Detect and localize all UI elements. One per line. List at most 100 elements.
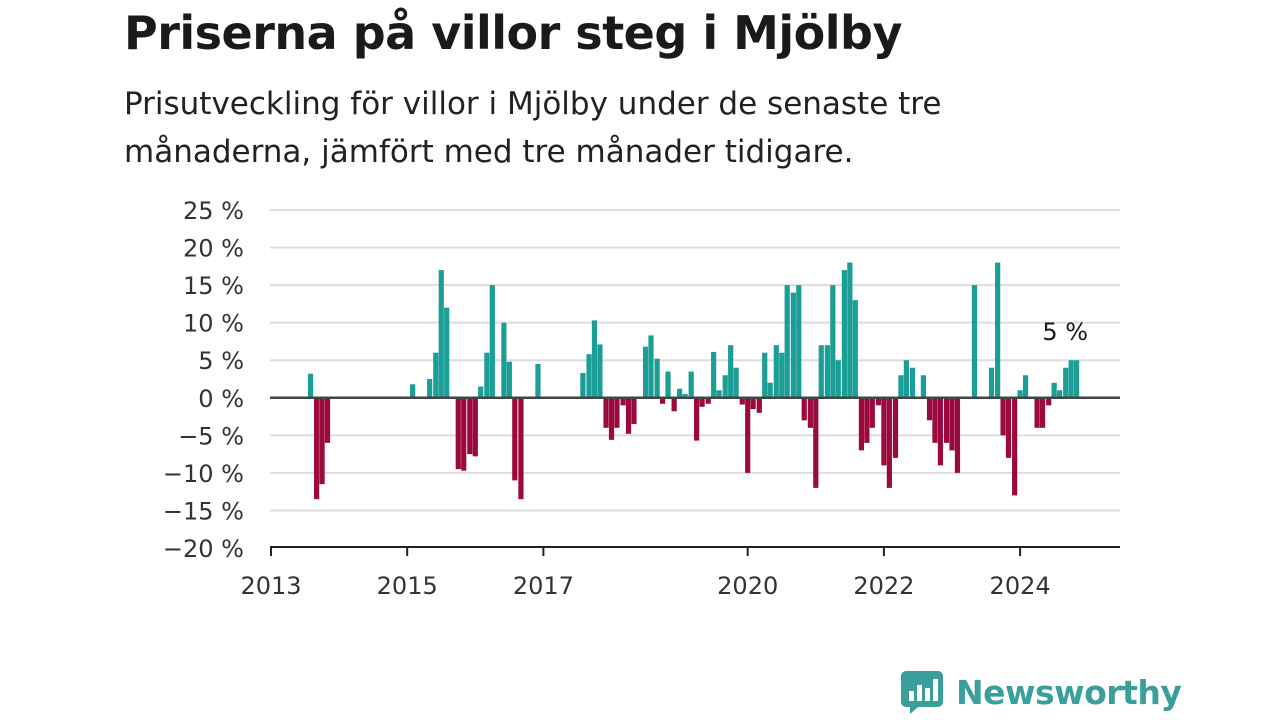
bar [824, 345, 830, 398]
bar [932, 397, 938, 443]
bar [597, 344, 603, 398]
chart-subtitle: Prisutveckling för villor i Mjölby under… [124, 86, 942, 170]
tick-labels: 25 % 20 % 15 % 10 % 5 % 0 % −5 % −10 % −15 % −20 … [163, 197, 1088, 600]
bar [773, 345, 779, 398]
bar [535, 363, 541, 398]
y-tick-label: 5 % [198, 347, 244, 375]
bar [427, 379, 433, 398]
bar [455, 397, 461, 470]
bar [711, 351, 717, 398]
bar [745, 397, 751, 473]
x-tick-label: 2020 [717, 572, 778, 600]
bar [886, 397, 892, 488]
bar [688, 371, 694, 398]
bar [314, 397, 320, 500]
bar [625, 397, 632, 434]
bar [501, 322, 507, 398]
y-tick-label: −10 % [163, 460, 244, 488]
bar [1068, 360, 1074, 398]
bar [705, 397, 711, 404]
bar [830, 285, 836, 398]
bar [869, 397, 875, 428]
bar [461, 397, 467, 471]
bar [818, 345, 824, 398]
bar [926, 397, 933, 421]
brand: Newsworthy [900, 668, 1182, 716]
bar [892, 397, 899, 458]
bar [620, 397, 626, 406]
bar [779, 352, 785, 398]
bar [677, 388, 683, 398]
bar [858, 397, 865, 451]
bar [767, 382, 773, 398]
bar [512, 397, 518, 481]
bar [722, 375, 728, 398]
y-tick-label: −15 % [163, 497, 244, 525]
bar [307, 373, 314, 398]
bar-chart-speech-bubble-icon [901, 671, 943, 714]
bar [728, 345, 734, 398]
bar [1005, 397, 1012, 458]
bar [954, 397, 961, 473]
y-tick-label: −20 % [163, 535, 244, 563]
bar [813, 397, 819, 488]
bar [796, 285, 802, 398]
bar [671, 397, 677, 412]
bar [875, 397, 882, 406]
bar [648, 335, 654, 398]
x-tick-label: 2022 [853, 572, 914, 600]
bar [864, 397, 870, 443]
x-tick-label: 2024 [990, 572, 1051, 600]
bar [642, 346, 649, 398]
bar [903, 360, 909, 398]
bar [920, 375, 926, 398]
annotation-label: 5 % [1042, 318, 1088, 346]
bar [1034, 397, 1040, 428]
bar [586, 354, 592, 398]
bar [324, 397, 331, 443]
bar [478, 386, 484, 398]
bar [943, 397, 950, 443]
x-tick-label: 2015 [377, 572, 438, 600]
bar [699, 397, 705, 407]
bar [631, 397, 637, 425]
bar [614, 397, 620, 428]
bar [739, 397, 745, 405]
y-tick-label: −5 % [178, 422, 244, 450]
bar [489, 285, 495, 398]
bar [835, 360, 841, 398]
bar [444, 307, 450, 398]
bar [750, 397, 756, 410]
bar [467, 397, 473, 455]
brand-name: Newsworthy [956, 672, 1182, 712]
bar [1022, 375, 1029, 398]
bar [733, 367, 739, 398]
bar [1063, 367, 1069, 398]
bar [682, 394, 688, 398]
bar [898, 375, 904, 398]
bar [937, 397, 944, 466]
bar [949, 397, 955, 451]
bar [659, 397, 666, 404]
bar [988, 367, 995, 398]
bar [852, 300, 858, 398]
bar [694, 397, 700, 441]
y-tick-label: 0 % [198, 385, 244, 413]
bar [580, 372, 586, 398]
bar [410, 384, 416, 398]
bar [591, 320, 598, 398]
bar [603, 397, 609, 428]
bar [1017, 390, 1023, 398]
axes [270, 396, 1120, 556]
bar [807, 397, 813, 428]
bar [909, 367, 916, 398]
bar [506, 361, 512, 398]
bar [784, 285, 790, 398]
bar [1074, 360, 1080, 398]
bar [518, 397, 524, 500]
bar [1000, 397, 1006, 436]
gridlines [270, 209, 1120, 512]
bar [1057, 390, 1063, 398]
bar [881, 397, 887, 466]
